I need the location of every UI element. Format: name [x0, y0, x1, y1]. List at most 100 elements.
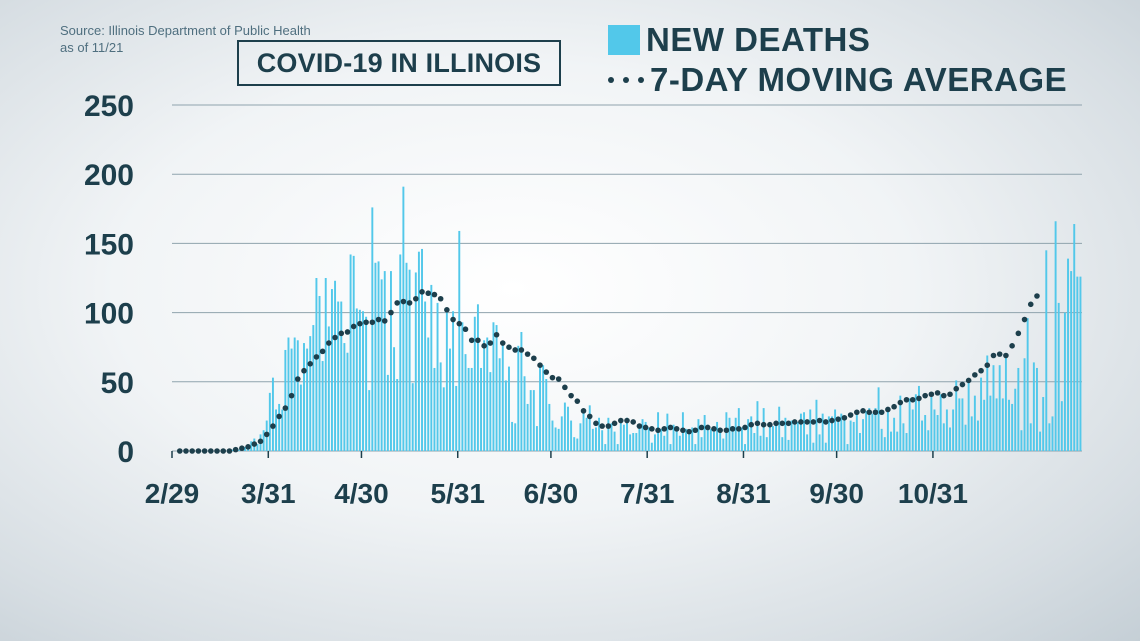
bar — [703, 415, 706, 451]
average-point — [1009, 343, 1015, 349]
legend-bar-swatch-icon — [608, 25, 640, 55]
bar — [694, 444, 697, 451]
average-point — [605, 423, 612, 429]
bar — [849, 420, 852, 451]
bar — [414, 272, 417, 451]
average-point — [903, 396, 910, 403]
bar — [299, 384, 302, 451]
average-point — [947, 391, 953, 398]
bar — [421, 248, 423, 451]
bar — [653, 434, 656, 451]
bar — [750, 416, 753, 451]
bar — [616, 444, 619, 451]
bar — [886, 410, 889, 451]
average-point — [350, 323, 357, 330]
bar — [1042, 397, 1045, 451]
bar — [520, 331, 523, 451]
bar — [685, 428, 687, 451]
bar — [495, 325, 498, 451]
average-point — [972, 372, 978, 378]
bar — [306, 348, 309, 451]
average-point — [847, 412, 854, 418]
bar — [753, 433, 756, 451]
bar — [290, 348, 293, 451]
y-axis-ticks: 0 50 100 150 200 250 — [84, 90, 134, 469]
average-point — [704, 424, 711, 431]
bar — [768, 421, 771, 451]
average-point — [767, 421, 773, 428]
bar — [430, 284, 433, 451]
average-point — [978, 367, 984, 374]
bar — [976, 420, 979, 451]
bar — [973, 395, 976, 451]
bar — [970, 416, 973, 451]
average-point — [922, 392, 928, 399]
bar — [936, 415, 939, 451]
average-point — [928, 391, 935, 398]
bar — [514, 423, 517, 451]
bar — [772, 426, 774, 451]
average-point — [996, 351, 1003, 357]
bar — [787, 439, 790, 451]
average-point — [450, 316, 456, 323]
bar — [327, 326, 330, 451]
bar — [340, 301, 343, 451]
bar — [604, 444, 607, 451]
bar — [1063, 312, 1066, 451]
bar — [1067, 258, 1069, 451]
bar — [852, 421, 855, 451]
bar — [461, 322, 464, 451]
bar — [433, 367, 436, 451]
bar — [812, 442, 815, 451]
bar — [908, 398, 911, 451]
average-point — [537, 362, 543, 368]
bar — [390, 271, 392, 451]
bar — [504, 380, 507, 451]
average-point — [543, 369, 550, 375]
average-point — [692, 427, 699, 434]
average-point — [580, 408, 587, 414]
bar — [964, 424, 967, 451]
bar — [256, 444, 259, 451]
bar — [383, 271, 386, 451]
bar — [1048, 423, 1051, 451]
as-of-date: as of 11/21 — [60, 40, 124, 55]
y-tick-label: 200 — [84, 159, 134, 192]
x-tick-label: 5/31 — [430, 478, 485, 509]
bar — [619, 420, 622, 451]
bar — [865, 410, 868, 451]
bar — [436, 302, 439, 451]
bar — [535, 426, 538, 451]
average-point — [568, 392, 574, 399]
bar — [346, 352, 349, 451]
average-point — [990, 352, 997, 359]
average-point — [189, 448, 195, 454]
bar — [945, 409, 948, 451]
bar — [905, 433, 908, 451]
bar — [809, 409, 812, 451]
bar — [660, 428, 663, 451]
bar — [880, 428, 883, 451]
average-point — [475, 337, 481, 344]
bar — [545, 379, 548, 451]
bar — [427, 337, 430, 451]
bar — [287, 337, 290, 451]
bar — [278, 403, 281, 451]
bar — [989, 395, 992, 451]
bar — [480, 367, 482, 451]
bar — [647, 427, 650, 451]
bar — [539, 366, 541, 451]
bar — [949, 427, 951, 451]
average-point — [854, 409, 860, 416]
bar — [601, 430, 604, 451]
average-point — [263, 431, 270, 438]
average-point — [636, 423, 643, 429]
average-point — [369, 319, 376, 326]
bar — [309, 336, 312, 451]
average-point — [338, 330, 345, 337]
bar — [1001, 398, 1004, 451]
x-tick-label: 8/31 — [716, 478, 771, 509]
bar — [402, 186, 405, 451]
bar — [784, 417, 787, 451]
bar — [594, 427, 597, 451]
